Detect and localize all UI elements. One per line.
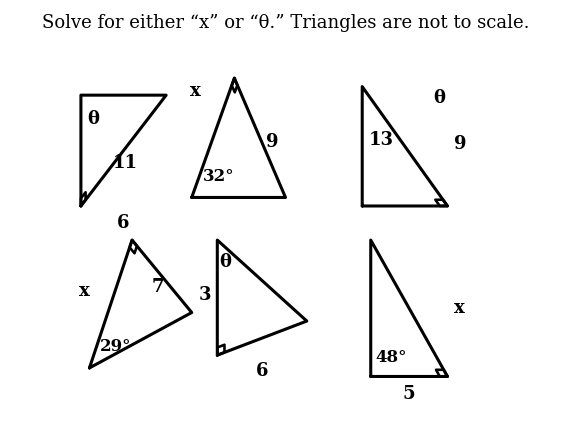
Text: 13: 13: [369, 131, 394, 149]
Text: 9: 9: [266, 133, 279, 151]
Text: θ: θ: [433, 89, 445, 107]
Text: 7: 7: [151, 278, 164, 296]
Text: x: x: [454, 299, 465, 317]
Text: Solve for either “x” or “θ.” Triangles are not to scale.: Solve for either “x” or “θ.” Triangles a…: [42, 14, 529, 32]
Text: 11: 11: [113, 154, 138, 172]
Text: 9: 9: [454, 135, 467, 153]
Text: 3: 3: [198, 287, 211, 305]
Text: 6: 6: [117, 214, 130, 233]
Text: θ: θ: [219, 253, 231, 271]
Text: 29°: 29°: [100, 338, 131, 355]
Text: 5: 5: [403, 385, 416, 403]
Text: x: x: [79, 282, 90, 300]
Text: θ: θ: [87, 110, 99, 128]
Text: 32°: 32°: [202, 168, 234, 184]
Text: 48°: 48°: [375, 349, 407, 366]
Text: 6: 6: [256, 362, 268, 380]
Text: x: x: [190, 82, 200, 100]
